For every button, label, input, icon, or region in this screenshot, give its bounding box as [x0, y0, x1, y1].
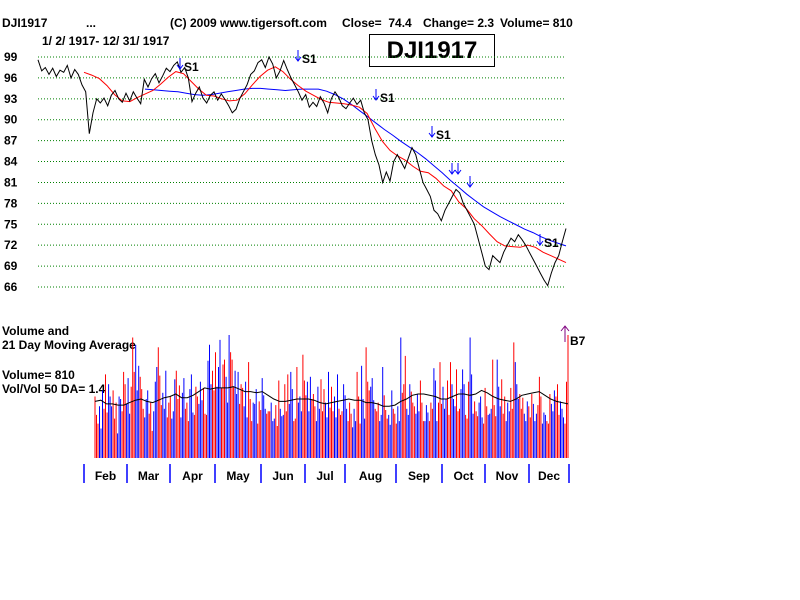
sell-arrow-head-icon [372, 95, 380, 101]
sell-arrow-head-icon [294, 56, 302, 62]
month-label: Apr [182, 469, 203, 483]
copyright-label: (C) 2009 www.tigersoft.com [170, 16, 327, 30]
month-label: Aug [359, 469, 382, 483]
signal-label: S1 [302, 52, 317, 66]
y-tick-label: 75 [4, 217, 18, 231]
signal-label: S1 [380, 91, 395, 105]
sell-arrow-head-icon [448, 169, 456, 175]
volume-moving-average-line [94, 386, 569, 407]
volume-value: Volume= 810 [500, 16, 573, 30]
signal-annotations: S1 S1 S1 S1 S1 B7 [176, 50, 586, 348]
y-tick-label: 93 [4, 92, 18, 106]
month-label: Jun [272, 469, 293, 483]
close-value: Close= 74.4 [342, 16, 412, 30]
short-moving-average-line [83, 66, 567, 264]
volume-title-line2: 21 Day Moving Average [2, 338, 136, 352]
signal-label: S1 [184, 60, 199, 74]
y-tick-label: 78 [4, 196, 18, 210]
month-axis: Feb Mar Apr May Jun Jul Aug Sep Oct Nov Dec [83, 464, 570, 483]
volume-bars [94, 335, 569, 458]
y-tick-label: 72 [4, 238, 18, 252]
sell-arrow-head-icon [536, 240, 544, 246]
signal-label: S1 [544, 236, 559, 250]
month-label: Mar [138, 469, 160, 483]
month-label: Dec [538, 469, 560, 483]
month-label: Nov [496, 469, 519, 483]
volume-ratio: Vol/Vol 50 DA= 1.4 [2, 382, 106, 396]
price-axis-ticks: 99 96 93 90 87 84 81 78 75 72 69 66 [4, 50, 18, 294]
symbol-box: DJI1917 [369, 34, 495, 67]
month-label: Jul [316, 469, 333, 483]
signal-label: S1 [436, 128, 451, 142]
y-tick-label: 81 [4, 175, 18, 189]
price-line [37, 55, 567, 287]
price-grid [38, 56, 566, 288]
date-range: 1/ 2/ 1917- 12/ 31/ 1917 [42, 34, 170, 48]
sell-arrow-head-icon [454, 169, 462, 175]
y-tick-label: 87 [4, 134, 18, 148]
sell-arrow-head-icon [428, 132, 436, 138]
y-tick-label: 99 [4, 50, 18, 64]
long-moving-average-line [144, 87, 567, 247]
y-tick-label: 69 [4, 259, 18, 273]
month-label: May [226, 469, 250, 483]
month-label: Sep [408, 469, 430, 483]
header-dots: ... [86, 16, 97, 30]
y-tick-label: 90 [4, 113, 18, 127]
symbol-label: DJI1917 [2, 16, 48, 30]
sell-arrow-head-icon [466, 182, 474, 188]
volume-title-line1: Volume and [2, 324, 70, 338]
y-tick-label: 66 [4, 280, 18, 294]
sell-arrow-head-icon [176, 64, 184, 70]
month-label: Oct [453, 469, 473, 483]
change-value: Change= 2.3 [423, 16, 495, 30]
signal-label: B7 [570, 334, 586, 348]
month-label: Feb [95, 469, 116, 483]
y-tick-label: 96 [4, 71, 18, 85]
buy-arrow-head-icon [560, 325, 570, 332]
y-tick-label: 84 [4, 155, 18, 169]
volume-current: Volume= 810 [2, 368, 75, 382]
